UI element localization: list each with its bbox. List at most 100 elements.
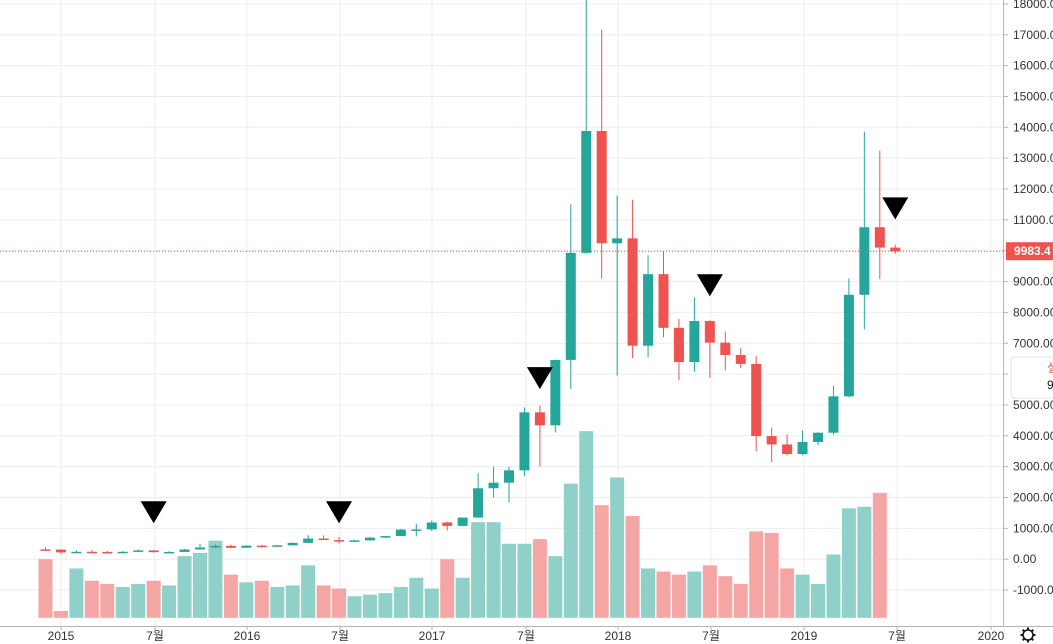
y-tick-label: 11000.00 (1013, 213, 1053, 227)
side-panel-text: 9 (1047, 378, 1053, 392)
down-arrow-marker (696, 274, 723, 297)
candle-body (40, 549, 51, 551)
x-tick-label: 7월 (702, 629, 720, 643)
volume-bar (625, 516, 640, 618)
candle-body (658, 274, 669, 328)
candle (148, 549, 159, 553)
candle (457, 517, 468, 527)
candle (782, 434, 793, 456)
candle-body (766, 436, 777, 445)
y-tick-label: 13000.00 (1013, 151, 1053, 165)
current-price-label-bg (1006, 242, 1053, 261)
candle-body (673, 327, 684, 363)
candle (473, 472, 484, 518)
candle-body (565, 252, 576, 360)
candle-body (581, 131, 592, 253)
volume-bar (517, 543, 532, 618)
candle-body (735, 354, 746, 364)
volume-bar (115, 586, 130, 618)
volume-bar (563, 483, 578, 618)
candle-body (395, 529, 406, 537)
candle-body (272, 545, 283, 547)
candle (828, 385, 839, 435)
candle-body (457, 517, 468, 526)
candle (843, 278, 854, 398)
candle (550, 359, 561, 433)
y-tick-label: 14000.00 (1013, 120, 1053, 134)
candle (210, 544, 221, 549)
candle-body (380, 536, 391, 538)
candle (303, 535, 314, 544)
candle (349, 539, 360, 542)
volume-bar (641, 568, 656, 618)
candle (426, 520, 437, 531)
y-tick-label: 3000.00 (1013, 460, 1053, 474)
y-tick-label: 2000.00 (1013, 491, 1053, 505)
candle (658, 251, 669, 338)
candles (40, 0, 901, 555)
candle-body (720, 342, 731, 355)
volume-bar (440, 559, 455, 618)
x-tick-label: 7월 (888, 629, 906, 643)
candle-body (828, 396, 839, 433)
candle-body (225, 545, 236, 548)
candle-body (364, 537, 375, 541)
x-tick-label: 7월 (331, 629, 349, 643)
candle-body (442, 522, 453, 526)
y-tick-label: 15000.00 (1013, 89, 1053, 103)
volume-bar (548, 556, 563, 618)
candle (55, 549, 66, 555)
volume-bar (780, 568, 795, 618)
candle-body (303, 538, 314, 543)
y-tick-label: 18000.00 (1013, 0, 1053, 11)
y-tick-label: 4000.00 (1013, 429, 1053, 443)
x-tick-label: 2016 (234, 629, 261, 643)
volume-bar (285, 585, 300, 618)
candle (596, 29, 607, 279)
volume-bar (610, 477, 625, 618)
y-tick-label: 16000.00 (1013, 59, 1053, 73)
candle (442, 521, 453, 531)
candle-body (534, 412, 545, 426)
gear-icon[interactable] (1020, 627, 1036, 643)
volume-bar (702, 565, 717, 618)
volume-bar (316, 585, 331, 618)
candle (241, 545, 252, 548)
candle-body (411, 529, 422, 531)
volume-bar (393, 586, 408, 618)
down-arrow-marker (882, 197, 909, 220)
candle (395, 528, 406, 537)
candle-body (596, 131, 607, 244)
candle (86, 549, 97, 554)
volume-bar (687, 571, 702, 618)
candle-body (334, 540, 345, 542)
candle (874, 150, 885, 280)
x-tick-label: 2018 (605, 629, 632, 643)
candle-body (210, 545, 221, 548)
candle (612, 195, 623, 376)
candle (797, 430, 808, 456)
candle-body (133, 550, 144, 552)
volume-bar (378, 593, 393, 618)
candle-body (164, 551, 175, 554)
x-tick-label: 2020 (978, 629, 1005, 643)
y-tick-label: 1000.00 (1013, 521, 1053, 535)
volume-bars (38, 431, 887, 618)
candle (735, 348, 746, 369)
candle-body (256, 545, 267, 548)
x-tick-label: 7월 (146, 629, 164, 643)
candle (643, 255, 654, 358)
candle-body (643, 274, 654, 346)
candle (117, 551, 128, 554)
volume-bar (424, 588, 439, 618)
down-arrow-marker (326, 501, 353, 524)
candle (627, 199, 638, 359)
candle-body (488, 482, 499, 489)
volume-bar (239, 582, 254, 618)
candle-body (71, 551, 82, 554)
y-tick-label: 0.00 (1013, 552, 1037, 566)
candle (102, 551, 113, 554)
candle-body (117, 551, 128, 554)
candle (890, 244, 901, 254)
